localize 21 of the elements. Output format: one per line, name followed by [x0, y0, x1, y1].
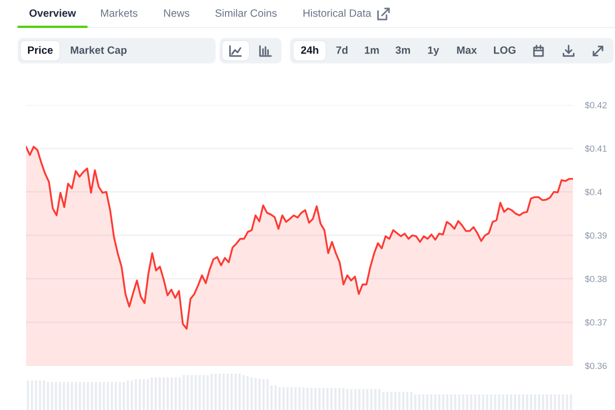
- text: Historical Data: [304, 9, 372, 17]
- y-tick-label: $0.42: [584, 102, 607, 109]
- y-tick-label: $0.37: [584, 318, 607, 326]
- text: 7d: [336, 46, 348, 54]
- y-tick-label: $0.38: [584, 275, 607, 283]
- text: 1y: [428, 46, 440, 56]
- text: 3m: [396, 46, 410, 54]
- text: Markets: [101, 9, 138, 17]
- text: Similar Coins: [215, 9, 277, 17]
- text: 24h: [301, 46, 318, 54]
- y-tick-label: $0.36: [584, 362, 607, 370]
- y-tick-label: $0.4: [584, 188, 602, 196]
- text: Max: [457, 46, 477, 54]
- y-tick-label: $0.41: [584, 145, 607, 152]
- text: News: [164, 9, 190, 17]
- text: Overview: [29, 9, 76, 17]
- y-tick-label: $0.39: [584, 232, 607, 240]
- text: 1m: [364, 46, 379, 54]
- text: Price: [28, 46, 53, 54]
- text: LOG: [494, 46, 516, 54]
- text: Market Cap: [70, 46, 127, 56]
